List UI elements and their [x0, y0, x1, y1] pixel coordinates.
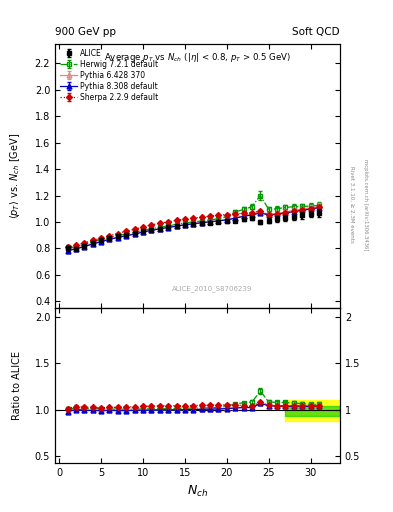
Legend: ALICE, Herwig 7.2.1 default, Pythia 6.428 370, Pythia 8.308 default, Sherpa 2.2.: ALICE, Herwig 7.2.1 default, Pythia 6.42… [59, 47, 160, 103]
Y-axis label: $\langle p_T \rangle$ vs. $N_{ch}$ [GeV]: $\langle p_T \rangle$ vs. $N_{ch}$ [GeV] [8, 133, 22, 219]
Text: 900 GeV pp: 900 GeV pp [55, 27, 116, 37]
Y-axis label: Ratio to ALICE: Ratio to ALICE [12, 351, 22, 420]
Text: Rivet 3.1.10, ≥ 2.3M events: Rivet 3.1.10, ≥ 2.3M events [349, 166, 354, 243]
Text: Average $p_T$ vs $N_{ch}$ ($|\eta|$ < 0.8, $p_T$ > 0.5 GeV): Average $p_T$ vs $N_{ch}$ ($|\eta|$ < 0.… [104, 51, 291, 65]
Text: ALICE_2010_S8706239: ALICE_2010_S8706239 [171, 285, 252, 292]
Text: mcplots.cern.ch [arXiv:1306.3436]: mcplots.cern.ch [arXiv:1306.3436] [363, 159, 368, 250]
Text: Soft QCD: Soft QCD [292, 27, 340, 37]
X-axis label: $N_{ch}$: $N_{ch}$ [187, 484, 208, 499]
